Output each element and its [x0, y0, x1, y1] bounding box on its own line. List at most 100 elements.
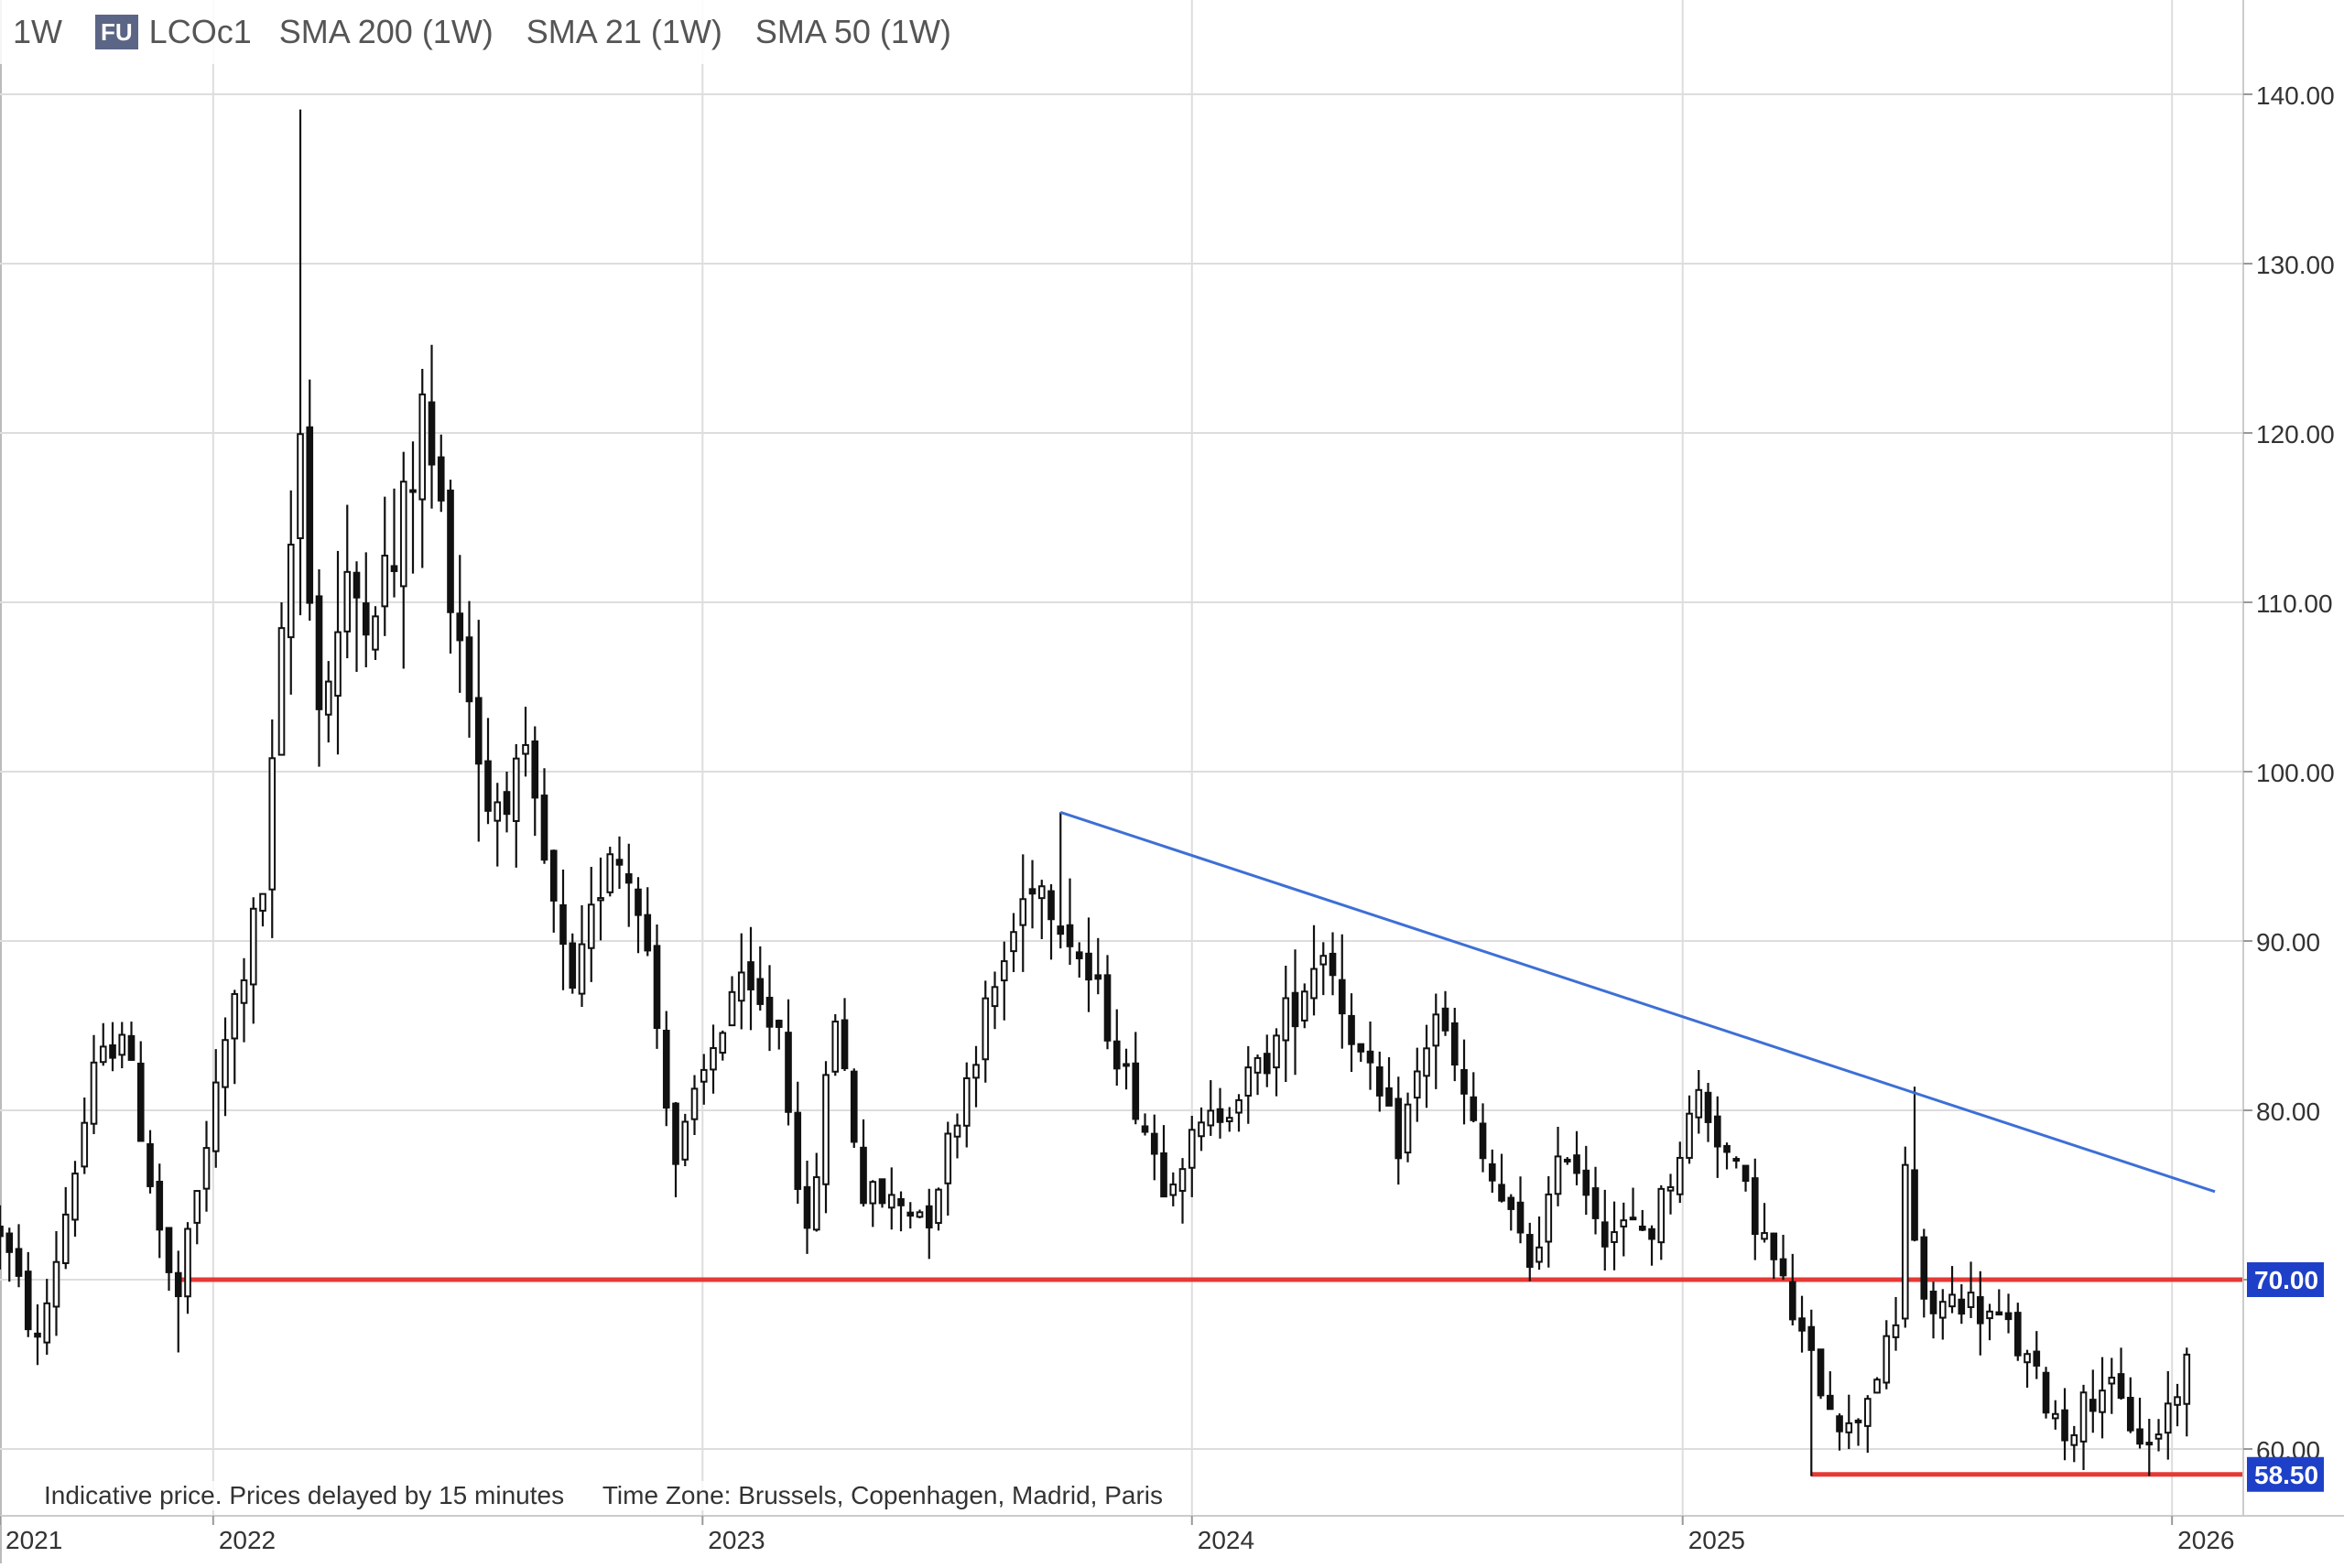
candle-body	[1601, 1221, 1609, 1248]
candle-body	[1854, 1419, 1862, 1423]
y-tick-label: 130.00	[2256, 251, 2335, 279]
y-tick-label: 80.00	[2256, 1098, 2320, 1126]
indicator-sma50[interactable]: SMA 50 (1W)	[754, 13, 951, 50]
candle-body	[2126, 1397, 2134, 1432]
candle-body	[925, 1205, 933, 1229]
candle-body	[2079, 1391, 2088, 1443]
candle-body	[1198, 1121, 1205, 1138]
candle-body	[174, 1271, 182, 1298]
candle-body	[2061, 1409, 2068, 1442]
candle-body	[1075, 951, 1083, 959]
candle-body	[1892, 1324, 1900, 1338]
candle-body	[803, 1185, 811, 1229]
candle-body	[381, 554, 389, 608]
candle-body	[822, 1074, 830, 1185]
y-tick-label: 110.00	[2256, 589, 2333, 618]
candle-body	[1732, 1158, 1741, 1162]
candle-body	[136, 1062, 145, 1142]
candle-body	[1958, 1298, 1966, 1315]
candle-body	[1666, 1185, 1675, 1192]
candle-body	[775, 1020, 783, 1028]
candle-body	[2089, 1399, 2097, 1412]
candle-body	[52, 1260, 60, 1308]
candle-body	[447, 489, 454, 613]
symbol-label[interactable]: LCOc1	[148, 13, 252, 50]
candle-body	[306, 426, 314, 604]
candle-body	[972, 1064, 980, 1079]
candle-body	[484, 760, 492, 812]
candle-body	[372, 615, 379, 651]
candle-body	[1047, 890, 1055, 921]
candle-body	[887, 1194, 895, 1209]
candle-body	[2183, 1353, 2191, 1405]
interval-selector[interactable]: 1W	[13, 13, 62, 50]
candle-body	[1112, 1040, 1121, 1070]
candle-body	[456, 612, 464, 642]
candle-body	[353, 571, 361, 599]
candle-body	[1000, 960, 1008, 982]
candle-body	[1207, 1109, 1215, 1127]
candle-body	[1901, 1163, 1909, 1320]
candle-body	[662, 1030, 670, 1109]
candle-body	[249, 907, 257, 986]
candle-body	[1460, 1068, 1468, 1095]
support-price-tag	[2247, 1456, 2324, 1492]
candle-body	[624, 873, 633, 884]
candle-body	[606, 853, 614, 893]
candle-body	[1385, 1087, 1393, 1107]
candle-body	[737, 971, 745, 1002]
candle-body	[2042, 1371, 2050, 1414]
candle-body	[728, 990, 736, 1027]
y-tick-label: 90.00	[2256, 928, 2320, 957]
candle-body	[1798, 1317, 1806, 1332]
x-tick-label: 2025	[1688, 1526, 1745, 1554]
candle-body	[1470, 1096, 1478, 1121]
indicator-sma21[interactable]: SMA 21 (1W)	[526, 13, 722, 50]
candle-body	[0, 1225, 4, 1238]
candle-body	[43, 1302, 51, 1344]
candle-body	[1648, 1227, 1655, 1240]
candle-body	[1629, 1217, 1637, 1221]
indicator-sma200[interactable]: SMA 200 (1W)	[278, 13, 494, 50]
candle-body	[1329, 952, 1337, 977]
candle-body	[512, 757, 520, 822]
candle-body	[644, 914, 652, 952]
downtrend-line[interactable]	[1059, 810, 2216, 1194]
candle-body	[1310, 968, 1318, 1000]
exchange-badge: FU	[95, 15, 138, 49]
candle-body	[1826, 1394, 1834, 1411]
y-tick-label: 100.00	[2256, 759, 2335, 787]
candle-body	[1479, 1122, 1487, 1160]
candle-body	[1817, 1348, 1825, 1397]
candle-body	[1141, 1125, 1149, 1133]
candle-body	[587, 903, 595, 949]
candle-body	[2136, 1428, 2143, 1445]
candle-body	[503, 791, 511, 816]
candle-body	[1713, 1115, 1721, 1148]
time-axis[interactable]: 2021 2022 2023 2024 2025 2026	[0, 1515, 2344, 1554]
candle-body	[850, 1070, 858, 1143]
candle-body	[860, 1146, 867, 1205]
candle-body	[1216, 1108, 1224, 1123]
candle-body	[1545, 1193, 1553, 1243]
candle-body	[635, 888, 642, 916]
candle-body	[559, 903, 567, 946]
candle-body	[690, 1087, 699, 1120]
candle-body	[1920, 1236, 1928, 1300]
candle-body	[1976, 1296, 1984, 1325]
price-axis[interactable]: 140.00 130.00 120.00 110.00 100.00 90.00 80.00…	[2242, 0, 2335, 1516]
candle-body	[1319, 955, 1328, 966]
candle-body	[1563, 1158, 1571, 1162]
x-tick-label: 2026	[2177, 1526, 2234, 1554]
candle-body	[672, 1102, 679, 1165]
candle-body	[1366, 1050, 1374, 1064]
candle-body	[343, 570, 352, 633]
candle-body	[156, 1180, 164, 1231]
candle-body	[127, 1034, 136, 1061]
candle-body	[1413, 1070, 1421, 1099]
candle-body	[906, 1211, 915, 1217]
candle-body	[1094, 974, 1102, 980]
candle-body	[231, 992, 239, 1040]
